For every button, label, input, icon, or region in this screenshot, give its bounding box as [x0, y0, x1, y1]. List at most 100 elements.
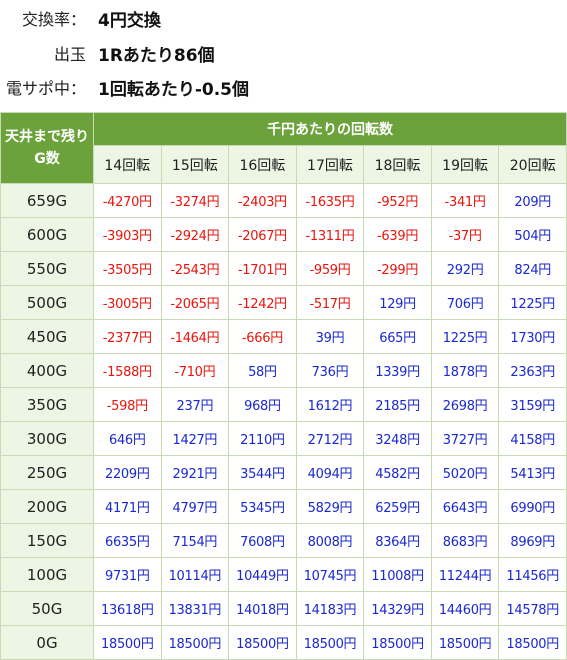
- table-cell: -3505円: [93, 251, 162, 286]
- table-cell: 1225円: [430, 319, 500, 354]
- table-cell: 209円: [498, 183, 567, 218]
- table-row: 500G -3005円 -2065円 -1242円 -517円 129円 706円 1225円: [0, 285, 567, 320]
- table-cell: 10449円: [228, 557, 297, 592]
- row-header: 350G: [0, 387, 94, 422]
- table-cell: 13618円: [93, 591, 162, 626]
- table-cell: -2065円: [160, 285, 230, 320]
- row-header: 659G: [0, 183, 94, 218]
- table-cell: -1701円: [228, 251, 297, 286]
- row-header: 250G: [0, 455, 94, 490]
- table-cell: 1730円: [498, 319, 567, 354]
- column-header: 18回転: [363, 145, 432, 184]
- support-row: 電サポ中： 1回転あたり-0.5個: [0, 72, 567, 102]
- table-body: 659G -4270円 -3274円 -2403円 -1635円 -952円 -341円 20…: [0, 183, 567, 660]
- payout-label: 出玉: [53, 45, 86, 64]
- table-cell: 706円: [430, 285, 500, 320]
- table-cell: -3274円: [160, 183, 230, 218]
- table-cell: 3727円: [430, 421, 500, 456]
- row-header: 500G: [0, 285, 94, 320]
- remaining-games-header: 天井まで残りG数: [0, 112, 94, 184]
- support-value: 1回転あたり-0.5個: [98, 79, 249, 100]
- row-header: 400G: [0, 353, 94, 388]
- table-row: 100G 9731円 10114円 10449円 10745円 11008円 11244円 1…: [0, 557, 567, 592]
- exchange-rate-row: 交換率： 4円交換: [0, 3, 567, 33]
- table-cell: 18500円: [363, 625, 432, 660]
- table-row: 400G -1588円 -710円 58円 736円 1339円 1878円 2363円: [0, 353, 567, 388]
- table-row: 659G -4270円 -3274円 -2403円 -1635円 -952円 -341円 20…: [0, 183, 567, 218]
- exchange-rate-label: 交換率：: [21, 10, 86, 29]
- table-cell: 58円: [228, 353, 297, 388]
- exchange-rate-value: 4円交換: [98, 10, 161, 31]
- table-cell: 1339円: [363, 353, 432, 388]
- table-cell: 5413円: [498, 455, 567, 490]
- column-header: 19回転: [430, 145, 500, 184]
- table-cell: -2543円: [160, 251, 230, 286]
- table-cell: 5020円: [430, 455, 500, 490]
- table-cell: 18500円: [295, 625, 365, 660]
- table-cell: 10114円: [160, 557, 230, 592]
- table-cell: 736円: [295, 353, 365, 388]
- table-cell: 665円: [363, 319, 432, 354]
- table-cell: -2067円: [228, 217, 297, 252]
- table-cell: 237円: [160, 387, 230, 422]
- row-header: 300G: [0, 421, 94, 456]
- table-cell: -2924円: [160, 217, 230, 252]
- table-cell: -1311円: [295, 217, 365, 252]
- table-cell: 1427円: [160, 421, 230, 456]
- table-cell: -710円: [160, 353, 230, 388]
- table-cell: 8969円: [498, 523, 567, 558]
- table-cell: -2377円: [93, 319, 162, 354]
- table-cell: -666円: [228, 319, 297, 354]
- table-cell: -1242円: [228, 285, 297, 320]
- table-cell: 4094円: [295, 455, 365, 490]
- table-cell: 2712円: [295, 421, 365, 456]
- table-cell: 2921円: [160, 455, 230, 490]
- table-cell: 11456円: [498, 557, 567, 592]
- table-cell: -952円: [363, 183, 432, 218]
- table-row: 200G 4171円 4797円 5345円 5829円 6259円 6643円 6990円: [0, 489, 567, 524]
- table-cell: 824円: [498, 251, 567, 286]
- payout-value: 1Rあたり86個: [98, 45, 215, 66]
- table-cell: 18500円: [430, 625, 500, 660]
- table-cell: -299円: [363, 251, 432, 286]
- table-cell: 2185円: [363, 387, 432, 422]
- table-cell: 4797円: [160, 489, 230, 524]
- table-cell: 3544円: [228, 455, 297, 490]
- table-cell: 129円: [363, 285, 432, 320]
- table-row: 550G -3505円 -2543円 -1701円 -959円 -299円 292円 824円: [0, 251, 567, 286]
- table-cell: 4582円: [363, 455, 432, 490]
- table-cell: 2698円: [430, 387, 500, 422]
- expected-value-table: 天井まで残りG数 千円あたりの回転数 14回転 15回転 16回転 17回転 18回転 1…: [0, 111, 567, 660]
- table-cell: -4270円: [93, 183, 162, 218]
- table-cell: 9731円: [93, 557, 162, 592]
- table-cell: 6990円: [498, 489, 567, 524]
- table-cell: -959円: [295, 251, 365, 286]
- row-header: 450G: [0, 319, 94, 354]
- table-cell: 11008円: [363, 557, 432, 592]
- row-header: 100G: [0, 557, 94, 592]
- row-header: 0G: [0, 625, 94, 660]
- table-cell: 8683円: [430, 523, 500, 558]
- table-row: 450G -2377円 -1464円 -666円 39円 665円 1225円 1730円: [0, 319, 567, 354]
- table-row: 600G -3903円 -2924円 -2067円 -1311円 -639円 -37円 504…: [0, 217, 567, 252]
- row-header: 550G: [0, 251, 94, 286]
- column-header: 15回転: [160, 145, 230, 184]
- table-cell: 1878円: [430, 353, 500, 388]
- settings-info: 交換率： 4円交換 出玉 1Rあたり86個 電サポ中： 1回転あたり-0.5個: [0, 0, 567, 112]
- table-cell: 18500円: [160, 625, 230, 660]
- table-cell: 18500円: [93, 625, 162, 660]
- column-header-row: 14回転 15回転 16回転 17回転 18回転 19回転 20回転: [1, 145, 567, 184]
- table-cell: 3159円: [498, 387, 567, 422]
- table-cell: 1225円: [498, 285, 567, 320]
- table-cell: -598円: [93, 387, 162, 422]
- table-row: 250G 2209円 2921円 3544円 4094円 4582円 5020円 5413円: [0, 455, 567, 490]
- table-row: 50G 13618円 13831円 14018円 14183円 14329円 14460円 1…: [0, 591, 567, 626]
- table-cell: 13831円: [160, 591, 230, 626]
- table-cell: -37円: [430, 217, 500, 252]
- column-header: 14回転: [93, 145, 162, 184]
- table-cell: 968円: [228, 387, 297, 422]
- table-row: 300G 646円 1427円 2110円 2712円 3248円 3727円 4158円: [0, 421, 567, 456]
- table-cell: 2110円: [228, 421, 297, 456]
- row-header: 600G: [0, 217, 94, 252]
- table-cell: 504円: [498, 217, 567, 252]
